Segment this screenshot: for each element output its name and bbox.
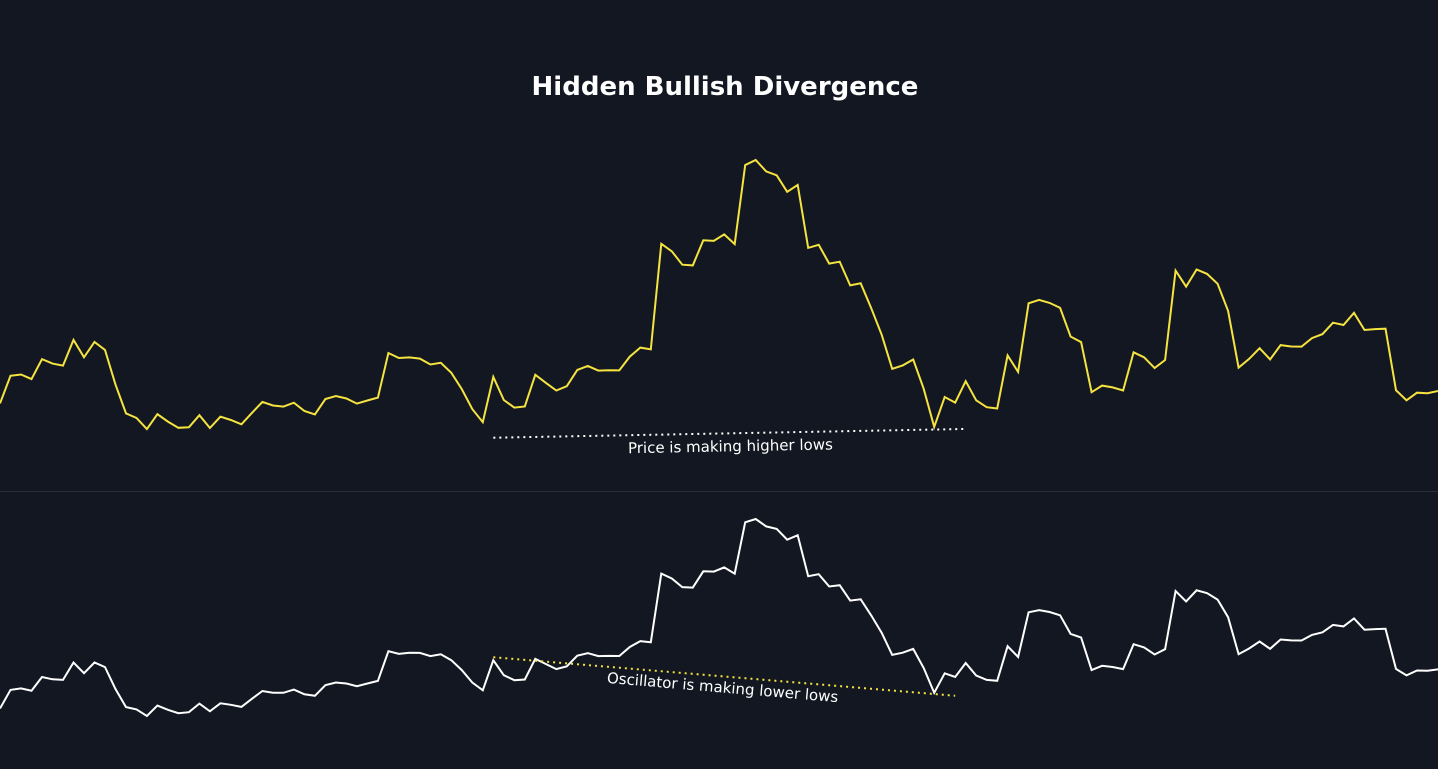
chart-title: Hidden Bullish Divergence xyxy=(532,72,919,102)
price-pane: Price is making higher lows xyxy=(0,158,1438,457)
price-series-line xyxy=(0,158,1438,431)
oscillator-series-line xyxy=(0,517,1438,718)
price-annotation-label: Price is making higher lows xyxy=(628,435,833,457)
price-higher-lows-trendline xyxy=(493,427,966,439)
